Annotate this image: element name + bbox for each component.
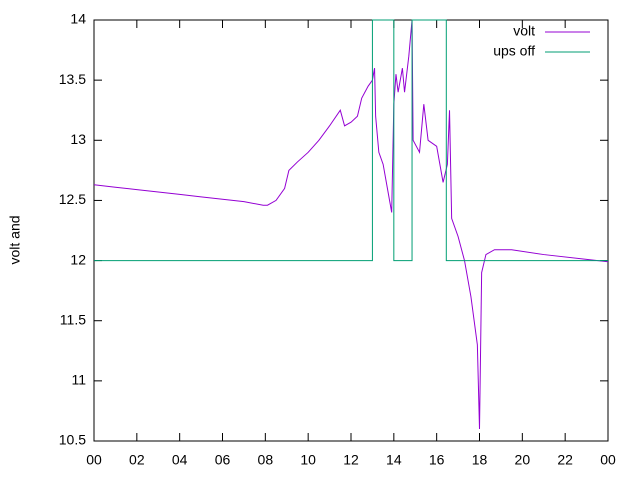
y-tick-label: 11 bbox=[71, 372, 86, 388]
x-tick-label: 10 bbox=[300, 452, 316, 468]
x-tick-label: 06 bbox=[215, 452, 231, 468]
legend-label: volt bbox=[513, 23, 535, 39]
x-tick-label: 00 bbox=[86, 452, 102, 468]
x-tick-label: 04 bbox=[172, 452, 188, 468]
data-line bbox=[94, 19, 608, 262]
y-tick-label: 12.5 bbox=[59, 191, 86, 207]
x-tick-label: 20 bbox=[515, 452, 531, 468]
y-tick-label: 12 bbox=[70, 251, 86, 267]
legend-label: ups off bbox=[493, 43, 535, 59]
x-tick-label: 22 bbox=[557, 452, 573, 468]
y-tick-label: 10.5 bbox=[59, 432, 86, 448]
x-tick-label: 16 bbox=[429, 452, 445, 468]
x-tick-label: 02 bbox=[129, 452, 145, 468]
x-tick-label: 08 bbox=[258, 452, 274, 468]
plot-border bbox=[93, 19, 609, 442]
y-tick-label: 13.5 bbox=[59, 71, 86, 87]
y-tick-label: 11.5 bbox=[60, 311, 86, 327]
x-tick-label: 14 bbox=[386, 452, 402, 468]
data-line bbox=[93, 19, 609, 429]
x-tick-label: 18 bbox=[472, 452, 488, 468]
y-axis-label: volt and bbox=[7, 215, 23, 264]
y-tick-label: 13 bbox=[70, 131, 86, 147]
x-tick-label: 00 bbox=[600, 452, 616, 468]
x-tick-label: 12 bbox=[343, 452, 359, 468]
y-tick-label: 14 bbox=[70, 11, 86, 27]
